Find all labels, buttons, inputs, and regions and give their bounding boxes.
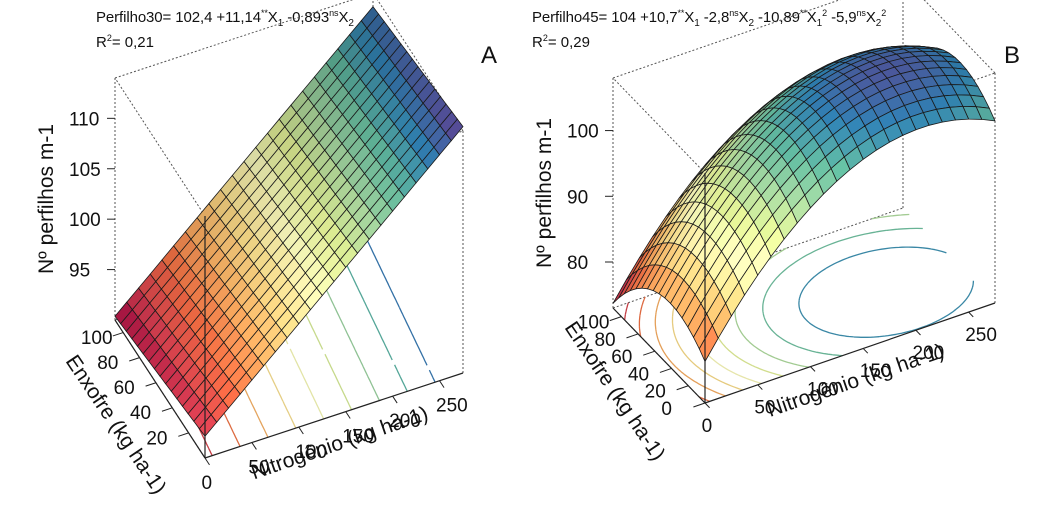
box-edge [114, 77, 206, 217]
y-tick [145, 382, 157, 387]
r-squared-a: R2= 0,21 [96, 33, 154, 51]
contour-line [365, 237, 436, 383]
contour-line [624, 302, 630, 321]
y-tick-label: 20 [146, 428, 167, 449]
r-squared-b: R2= 0,29 [532, 33, 590, 51]
y-tick-label: 100 [81, 328, 113, 349]
axis-line [204, 372, 464, 459]
y-tick-label: 80 [97, 353, 118, 374]
x-tick-label: 100 [807, 379, 839, 400]
surface-plot-a: 0 50 100 150 200 250 20 40 60 80 100 95 100 105 110 Nit… [35, 0, 468, 498]
y-tick [112, 332, 124, 337]
x-tick [392, 395, 398, 404]
y-tick-label: 40 [628, 364, 649, 385]
y-tick [161, 407, 173, 412]
x-tick-label: 100 [295, 442, 327, 463]
x-tick [345, 411, 351, 419]
y-tick-label: 20 [645, 382, 666, 403]
contour-line [798, 246, 975, 338]
x-tick [862, 348, 869, 354]
x-tick [757, 384, 763, 390]
surface-cell [198, 414, 218, 437]
box-edge [114, 0, 354, 79]
surface-cell [698, 324, 719, 363]
x-tick [439, 380, 445, 388]
y-tick-label: 60 [611, 347, 632, 368]
surface-panel-a: Perfilho30= 102,4 +11,14**X1 -0,893nsX2 … [0, 0, 526, 526]
axis-line [114, 319, 206, 459]
surface [612, 45, 996, 363]
y-tick-label: 0 [661, 399, 672, 420]
x-tick [915, 329, 921, 336]
y-tick [676, 385, 689, 391]
axis-line [612, 307, 706, 404]
z-tick-label: 80 [567, 253, 588, 274]
contour-line [762, 227, 923, 357]
x-tick-label: 250 [436, 396, 468, 417]
z-axis-title: Nº perfilhos m-1 [533, 118, 556, 268]
x-tick-label: 150 [860, 361, 892, 382]
x-axis-title: Nitrogênio (kg ha-1) [248, 402, 431, 484]
x-tick [968, 311, 974, 318]
x-tick [251, 442, 257, 450]
axes [114, 216, 464, 459]
x-tick-label: 250 [965, 325, 997, 346]
axes [612, 173, 996, 404]
y-tick [659, 367, 672, 373]
contour-line [654, 290, 726, 397]
box-edge [376, 0, 464, 132]
x-tick [810, 366, 816, 372]
surface-panel-b: Perfilho45= 104 +10,7**X1 -2,8nsX2 -10,8… [527, 0, 1053, 526]
z-tick-label: 110 [69, 109, 99, 130]
y-tick [643, 350, 655, 356]
axis-line [704, 302, 996, 404]
y-tick [129, 357, 140, 362]
box-edge [612, 77, 706, 174]
x-tick-label: 50 [754, 398, 775, 419]
equation-b: Perfilho45= 104 +10,7**X1 -2,8nsX2 -10,8… [532, 8, 887, 29]
y-tick [693, 402, 706, 408]
z-axis-title: Nº perfilhos m-1 [35, 124, 58, 274]
y-tick [626, 333, 639, 339]
z-tick-label: 95 [69, 261, 90, 282]
surface [114, 5, 464, 437]
equation-a: Perfilho30= 102,4 +11,14**X1 -0,893nsX2 [96, 8, 354, 29]
x-tick-label: 200 [913, 343, 945, 364]
y-tick-label: 60 [114, 378, 135, 399]
y-tick [178, 432, 189, 437]
contour-line [337, 246, 408, 392]
z-tick-label: 100 [567, 122, 599, 143]
x-tick-label: 0 [702, 416, 713, 437]
y-tick-label: 80 [594, 330, 615, 351]
z-tick-label: 90 [567, 187, 588, 208]
box-edge [612, 0, 841, 79]
x-tick [298, 426, 304, 435]
z-tick-label: 105 [69, 160, 101, 181]
x-tick [704, 402, 710, 409]
panel-label-b: B [1004, 42, 1021, 69]
z-tick-label: 100 [69, 210, 101, 231]
x-tick [204, 457, 210, 466]
y-tick-label: 40 [130, 403, 151, 424]
x-axis-title: Nitrogênio (kg ha-1) [764, 340, 947, 422]
panel-label-a: A [481, 42, 498, 69]
x-tick-label: 200 [389, 411, 421, 432]
y-tick-label: 100 [578, 313, 610, 334]
x-tick-label: 0 [202, 473, 213, 494]
x-tick-label: 50 [248, 457, 269, 478]
y-tick [609, 316, 622, 322]
surface-plot-b: 0501001502002500204060801008090100Nitrog… [533, 0, 997, 465]
x-tick-label: 150 [342, 427, 374, 448]
